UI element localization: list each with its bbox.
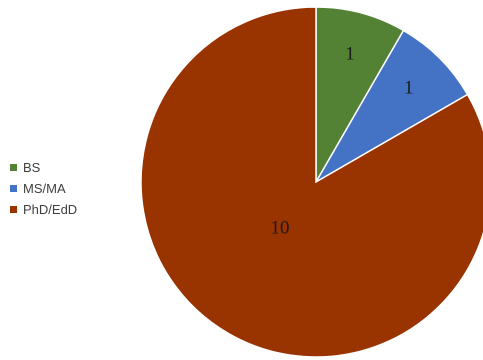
pie-slice-phd-edd bbox=[140, 6, 483, 358]
data-label-ms-ma: 1 bbox=[404, 78, 414, 99]
legend-swatch-phd-edd bbox=[10, 205, 17, 213]
legend-label-bs: BS bbox=[23, 159, 41, 175]
legend-swatch-bs bbox=[10, 163, 17, 171]
pie-slice-ms-ma bbox=[313, 29, 469, 185]
legend-item-phd-edd: PhD/EdD bbox=[10, 199, 77, 219]
legend-item-ms-ma: MS/MA bbox=[10, 178, 77, 198]
pie-slice-bs bbox=[315, 6, 405, 185]
legend-label-phd-edd: PhD/EdD bbox=[23, 201, 78, 217]
data-label-phd-edd: 10 bbox=[271, 217, 290, 238]
legend: BS MS/MA PhD/EdD bbox=[10, 157, 77, 220]
legend-label-ms-ma: MS/MA bbox=[23, 180, 66, 196]
legend-swatch-ms-ma bbox=[10, 184, 17, 192]
data-label-bs: 1 bbox=[345, 44, 355, 65]
legend-item-bs: BS bbox=[10, 157, 77, 177]
